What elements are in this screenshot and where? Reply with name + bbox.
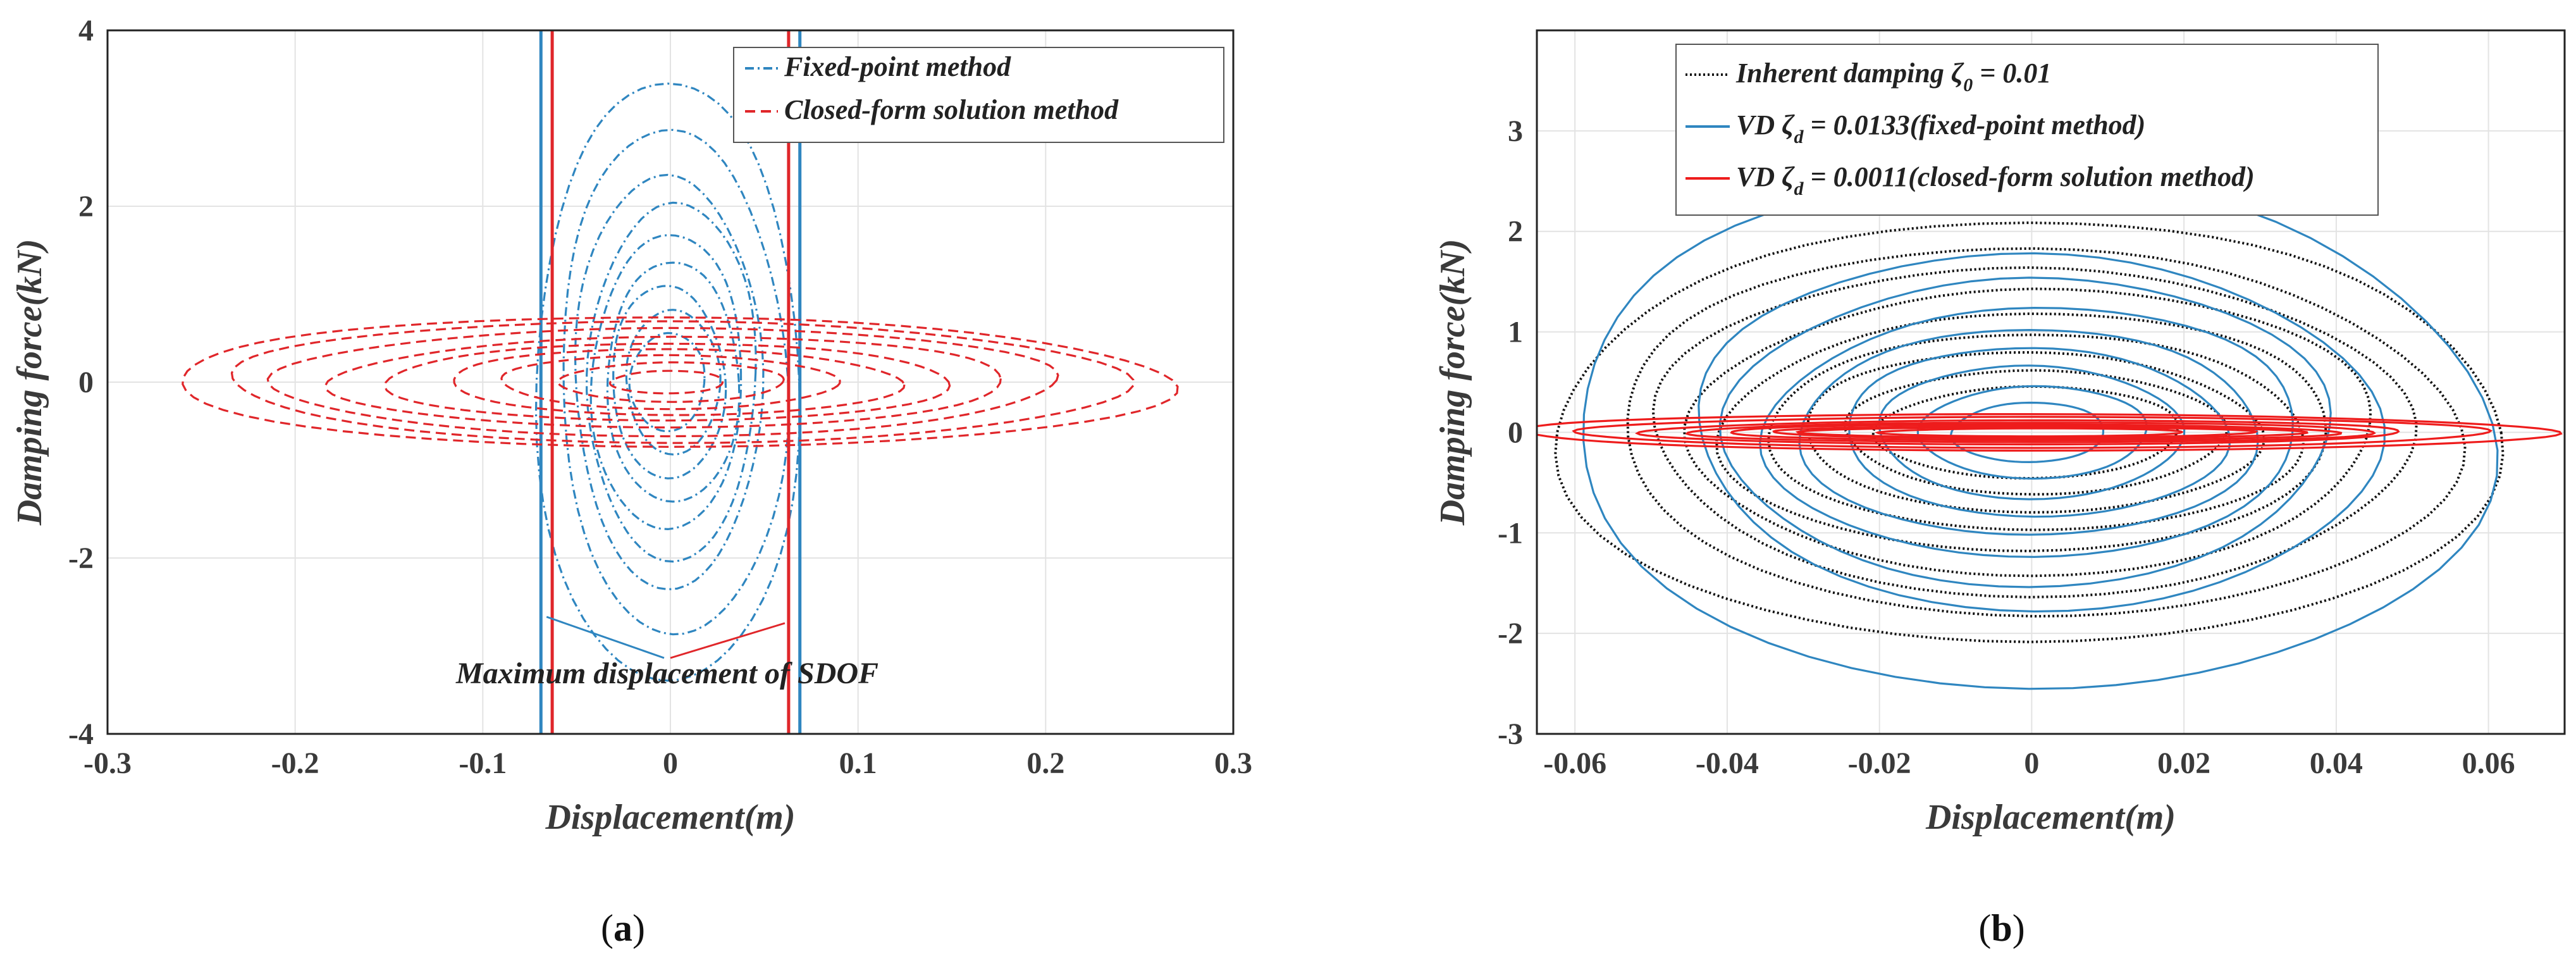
y-tick-label: 2 [78,190,94,223]
y-tick-label: -2 [1498,617,1523,650]
legend-label: Inherent damping ζ0 = 0.01 [1735,58,2051,96]
legend-label: VD ζd = 0.0133(fixed-point method) [1736,109,2145,147]
x-axis-label: Displacement(m) [545,798,795,837]
series-fixed-point-method [534,30,802,734]
axes-frame [1536,29,2566,735]
x-tick-label: 0 [2024,747,2039,780]
hysteresis-loop [562,128,790,636]
hysteresis-loop [1767,333,2305,531]
axes-frame [106,29,1235,735]
x-tick-label: -0.06 [1543,747,1606,780]
hysteresis-loop [534,82,801,682]
y-axis-label: Damping force(kN) [1433,239,1472,526]
hysteresis-loop [608,369,724,395]
hysteresis-loop [1537,413,2563,452]
hysteresis-loop [589,233,743,531]
hysteresis-loop [1759,306,2294,558]
hysteresis-loop [557,361,785,403]
hysteresis-loop [1554,221,2505,643]
caption-letter: a [613,907,632,949]
hysteresis-loop [1572,416,2493,449]
hysteresis-loop [230,320,1135,444]
hysteresis-loop [1715,312,2327,552]
hysteresis-loop [1950,401,2105,464]
hysteresis-loop [606,261,741,503]
y-tick-label: -4 [68,717,94,751]
x-axis-label: Displacement(m) [1925,798,2176,837]
y-tick-label: 0 [1508,416,1523,449]
max-displacement-annotation: Maximum displacement of SDOF [455,657,878,690]
chart-b: -0.06 -0.04 -0.02 0 0.02 0.04 0.06 -3 -2 -1 0 1 2 3 Di… [1433,29,2566,949]
y-tick-label: 1 [1508,316,1523,349]
y-tick-label: 2 [1508,215,1523,249]
x-tick-label: 0.1 [839,747,877,780]
hysteresis-loop [266,326,1059,438]
panel-caption: (b) [1978,907,2024,949]
y-tick-label: 4 [78,14,94,47]
legend-label: Fixed-point method [784,51,1011,82]
x-tick-label: 0.04 [2310,747,2363,780]
hysteresis-loop [383,342,951,422]
y-tick-label: -3 [1498,717,1523,751]
x-tick-label: 0.06 [2462,747,2515,780]
y-axis-label: Damping force(kN) [10,239,49,526]
chart-a: -0.3 -0.2 -0.1 0 0.1 0.2 0.3 -4 -2 0 2 4 Displacemen… [10,14,1252,949]
hysteresis-loop [1685,421,2376,443]
caption-letter: b [1991,907,2012,949]
hysteresis-loop [1844,369,2229,496]
x-tick-label: 0.02 [2157,747,2210,780]
hysteresis-loop [1635,419,2400,446]
legend-label: Closed-form solution method [784,94,1119,125]
hysteresis-loop [612,285,727,480]
annotation-leader [670,622,786,659]
hysteresis-loop [1875,427,2184,438]
x-tick-label: -0.04 [1696,747,1759,780]
data-layer [182,30,1179,734]
hysteresis-loop [500,354,841,411]
hysteresis-loop [453,348,906,416]
legend-box [1675,44,2379,216]
annotation-leader [546,616,665,659]
series-vd-closed-form-solution-method [1537,413,2563,452]
x-tick-label: 0 [663,747,678,780]
y-tick-label: -1 [1498,516,1523,550]
x-tick-label: 0.3 [1214,747,1252,780]
hysteresis-loop [1626,247,2467,618]
panel-caption: (a) [601,907,645,949]
hysteresis-loop [586,201,757,563]
legend: Fixed-point method Closed-form solution m… [733,47,1224,143]
x-tick-label: -0.02 [1848,747,1911,780]
x-tick-label: 0.2 [1026,747,1064,780]
hysteresis-loop [182,316,1179,448]
series-closed-form-solution-method [182,30,1179,734]
legend: Inherent damping ζ0 = 0.01 VD ζd = 0.0133… [1675,44,2379,216]
x-tick-label: -0.1 [459,747,507,780]
hysteresis-loop [628,332,706,433]
hysteresis-loop [1795,426,2259,439]
legend-box [733,47,1224,143]
x-tick-label: -0.2 [271,747,319,780]
y-tick-label: 3 [1508,115,1523,148]
legend-label: VD ζd = 0.0011(closed-form solution meth… [1736,161,2255,199]
hysteresis-loop [1871,385,2179,480]
y-tick-label: 0 [78,366,94,399]
hysteresis-loop [1651,266,2418,598]
hysteresis-loop [324,335,1002,429]
y-tick-label: -2 [68,542,94,575]
hysteresis-loop [1730,423,2343,442]
x-tick-label: -0.3 [83,747,132,780]
